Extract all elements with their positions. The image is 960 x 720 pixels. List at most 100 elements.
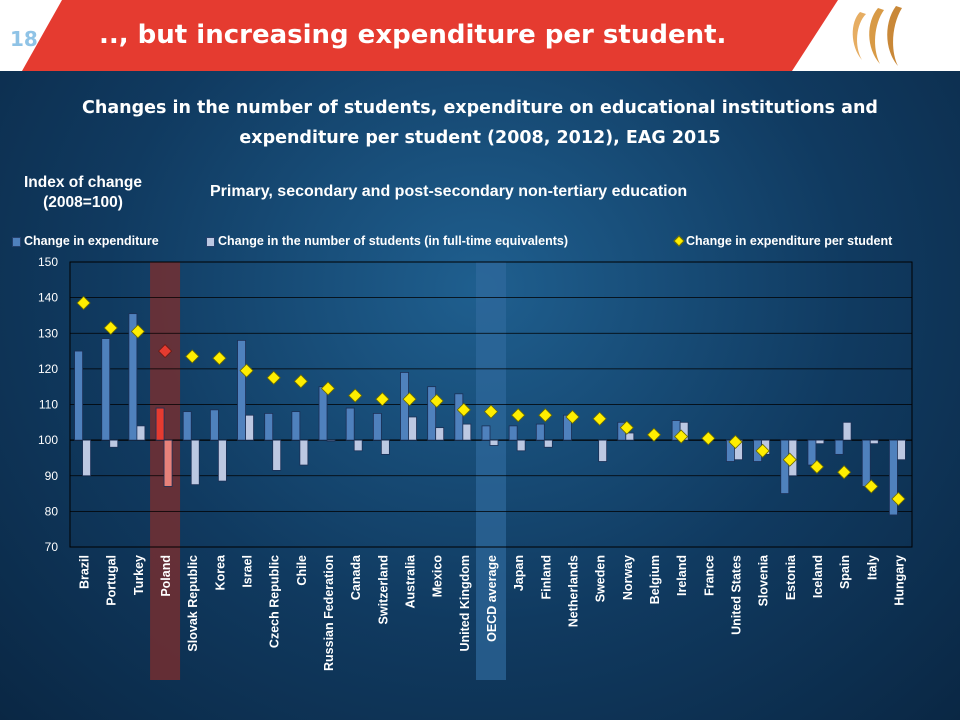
bar-expenditure-poland (155, 407, 165, 441)
bar-students-iceland (815, 439, 825, 445)
y-tick-label-70: 70 (45, 540, 59, 554)
bar-students-hungary (897, 439, 906, 461)
x-tick-label-belgium: Belgium (648, 555, 662, 604)
x-tick-label-switzerland: Switzerland (376, 555, 390, 624)
marker-per-student-iceland (809, 459, 825, 474)
marker-per-student-poland (157, 343, 173, 359)
bar-expenditure-australia (400, 372, 409, 441)
header-red-band (22, 0, 838, 71)
marker-per-student-turkey (130, 324, 145, 339)
y-tick-label-100: 100 (38, 433, 58, 447)
x-tick-label-japan: Japan (512, 555, 526, 591)
bar-students-spain (842, 421, 852, 441)
bar-expenditure-korea (209, 409, 219, 441)
marker-per-student-slovenia (755, 443, 770, 458)
bar-students-israel (245, 414, 254, 441)
bar-students-oecd-average (489, 439, 499, 446)
bar-expenditure-estonia (780, 439, 790, 494)
bar-expenditure-russian-federation (318, 386, 328, 441)
y-axis-label: Index of change (2008=100) (0, 173, 166, 213)
marker-per-student-korea (212, 351, 227, 366)
x-tick-label-slovak-republic: Slovak Republic (186, 555, 200, 652)
y-axis-label-line-1: Index of change (24, 174, 142, 191)
subtitle-line-2: expenditure per student (2008, 2012), EA… (239, 128, 721, 148)
x-tick-label-slovenia: Slovenia (757, 554, 771, 606)
bar-students-brazil (82, 439, 91, 477)
marker-per-student-sweden (592, 411, 607, 426)
marker-per-student-brazil (76, 295, 91, 311)
chart-subtitle: Changes in the number of students, expen… (20, 93, 940, 153)
x-tick-label-poland: Poland (159, 555, 173, 597)
bar-students-sweden (598, 439, 608, 462)
oecd-logo-icon (852, 6, 902, 66)
marker-per-student-portugal (103, 320, 118, 335)
bar-expenditure-iceland (807, 439, 817, 466)
legend-label-students: Change in the number of students (in ful… (218, 234, 569, 248)
bar-students-poland (163, 439, 173, 487)
y-tick-label-150: 150 (38, 255, 58, 269)
bar-students-united-kingdom (462, 423, 472, 441)
subtitle-line-1: Changes in the number of students, expen… (82, 98, 878, 118)
marker-per-student-chile (293, 374, 308, 389)
y-tick-label-110: 110 (39, 398, 58, 412)
x-tick-label-sweden: Sweden (594, 555, 608, 602)
bar-expenditure-israel (237, 339, 246, 441)
bar-expenditure-slovak-republic (182, 411, 192, 441)
x-tick-label-iceland: Iceland (811, 555, 825, 598)
marker-per-student-netherlands (565, 409, 580, 425)
x-tick-label-italy: Italy (865, 555, 879, 580)
x-tick-label-norway: Norway (621, 555, 635, 600)
legend-swatch-expenditure (12, 237, 21, 247)
y-tick-label-80: 80 (45, 504, 59, 518)
header-band (0, 0, 960, 71)
x-tick-label-ireland: Ireland (675, 555, 689, 596)
marker-per-student-united-states (728, 434, 743, 449)
legend-label-per-student: Change in expenditure per student (686, 234, 893, 248)
x-tick-label-russian-federation: Russian Federation (322, 555, 336, 671)
x-tick-label-estonia: Estonia (784, 554, 798, 600)
bar-expenditure-turkey (128, 313, 138, 441)
bar-students-slovak-republic (190, 439, 200, 486)
bar-students-russian-federation (326, 439, 336, 442)
y-tick-label-140: 140 (38, 291, 58, 305)
bar-students-chile (299, 439, 309, 466)
x-tick-label-chile: Chile (295, 555, 309, 586)
slide-headline: .., but increasing expenditure per stude… (99, 20, 727, 50)
bar-students-turkey (136, 425, 146, 441)
marker-per-student-finland (538, 408, 553, 423)
bar-expenditure-finland (535, 423, 545, 441)
x-tick-label-canada: Canada (349, 554, 363, 600)
bar-students-italy (869, 439, 879, 445)
bar-expenditure-hungary (889, 439, 898, 516)
x-tick-label-france: France (702, 555, 716, 596)
marker-per-student-belgium (646, 427, 662, 442)
bar-expenditure-spain (834, 439, 844, 455)
y-tick-label-120: 120 (38, 362, 58, 376)
bar-students-switzerland (380, 439, 390, 455)
bar-expenditure-japan (508, 425, 518, 441)
bar-students-finland (543, 439, 553, 448)
bar-students-czech-republic (272, 439, 282, 471)
x-tick-label-korea: Korea (213, 554, 227, 590)
bar-expenditure-oecd-average (481, 425, 491, 441)
marker-per-student-slovak-republic (185, 349, 200, 364)
marker-per-student-norway (619, 420, 634, 435)
marker-per-student-czech-republic (266, 370, 281, 385)
bar-expenditure-mexico (427, 386, 437, 441)
x-tick-label-oecd-average: OECD average (485, 555, 499, 642)
x-tick-label-united-states: United States (729, 555, 743, 635)
bar-expenditure-portugal (101, 338, 111, 441)
marker-per-student-canada (348, 388, 363, 403)
marker-per-student-switzerland (375, 392, 390, 407)
x-tick-label-brazil: Brazil (78, 555, 92, 589)
marker-per-student-united-kingdom (456, 402, 471, 417)
bar-expenditure-czech-republic (264, 413, 274, 441)
x-tick-label-netherlands: Netherlands (566, 555, 580, 627)
marker-per-student-france (701, 431, 716, 446)
marker-per-student-hungary (891, 491, 906, 506)
legend-label-expenditure: Change in expenditure (24, 234, 159, 248)
bar-expenditure-canada (345, 407, 355, 441)
x-tick-label-finland: Finland (539, 555, 553, 599)
x-tick-label-mexico: Mexico (431, 555, 445, 598)
